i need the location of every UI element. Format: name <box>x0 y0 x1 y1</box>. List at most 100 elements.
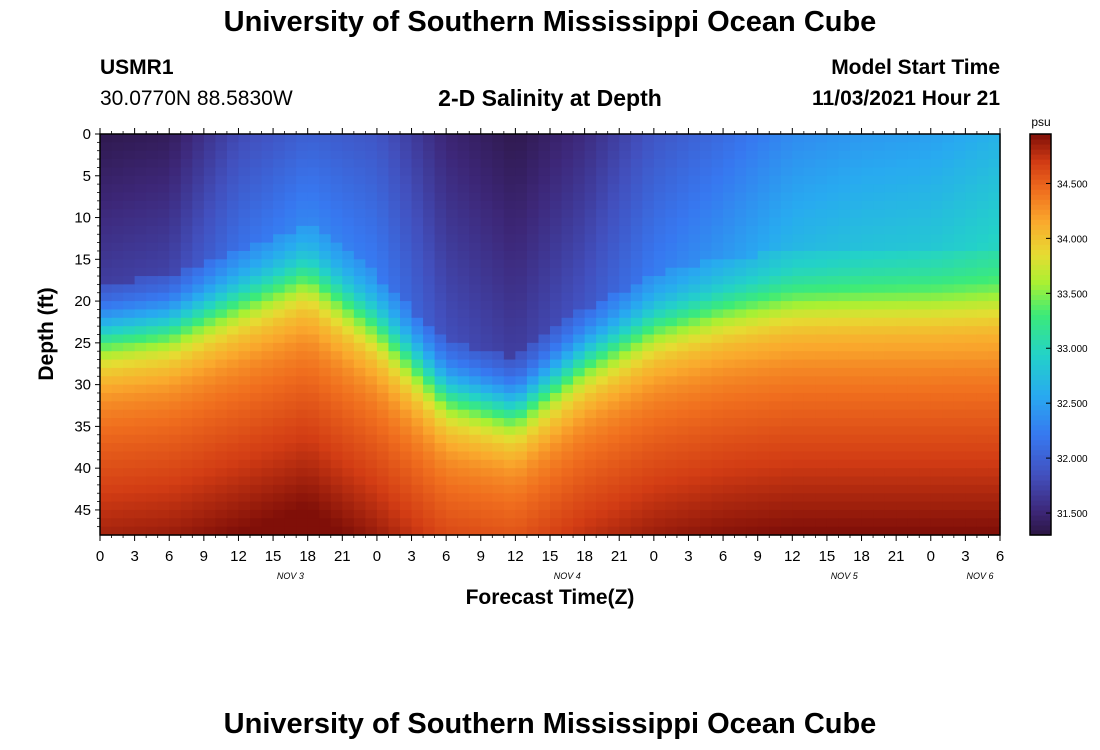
heat-cell <box>676 426 690 436</box>
heat-cell <box>561 501 574 511</box>
heat-cell <box>757 326 770 336</box>
heat-cell <box>157 451 170 461</box>
heat-cell <box>700 392 713 402</box>
heat-cell <box>169 134 182 143</box>
heat-cell <box>423 501 436 511</box>
heat-cell <box>850 309 863 319</box>
heat-cell <box>503 134 516 143</box>
heat-cell <box>665 167 678 177</box>
heat-cell <box>250 367 263 377</box>
heat-cell <box>792 401 805 411</box>
heat-cell <box>953 342 966 352</box>
heat-cell <box>965 509 978 519</box>
x-tick-label: 18 <box>576 548 593 565</box>
heat-cell <box>746 284 759 294</box>
heat-cell <box>434 292 447 302</box>
heat-cell <box>700 217 713 227</box>
heat-cell <box>861 250 874 260</box>
heat-cell <box>376 501 390 511</box>
heat-cell <box>492 159 505 169</box>
heat-cell <box>400 217 413 227</box>
heat-cell <box>653 451 666 461</box>
heat-cell <box>780 459 793 469</box>
heat-cell <box>111 334 124 344</box>
heat-cell <box>353 493 366 503</box>
heat-cell <box>503 234 516 244</box>
heat-cell <box>988 476 1001 486</box>
heat-cell <box>446 175 459 185</box>
heat-cell <box>700 234 713 244</box>
heat-cell <box>965 451 978 461</box>
heat-cell <box>388 451 401 461</box>
heat-cell <box>192 501 205 511</box>
heat-cell <box>111 167 124 177</box>
heat-cell <box>930 142 943 152</box>
heat-cell <box>769 242 782 252</box>
heat-cell <box>919 225 932 235</box>
heat-cell <box>365 476 378 486</box>
heat-cell <box>803 292 816 302</box>
heat-cell <box>261 309 274 319</box>
heat-cell <box>942 526 955 536</box>
heat-cell <box>930 392 943 402</box>
heat-cell <box>492 242 505 252</box>
heat-cell <box>492 493 505 503</box>
heat-cell <box>746 476 759 486</box>
heat-cell <box>803 351 816 361</box>
heat-cell <box>411 317 424 327</box>
heat-cell <box>919 134 932 143</box>
heat-cell <box>676 317 690 327</box>
heat-cell <box>976 434 990 444</box>
heat-cell <box>261 267 274 277</box>
heat-cell <box>850 409 863 419</box>
heat-cell <box>930 359 943 369</box>
heat-cell <box>561 259 574 269</box>
heat-cell <box>757 451 770 461</box>
heat-cell <box>803 484 816 494</box>
heat-cell <box>942 468 955 478</box>
heat-cell <box>942 184 955 194</box>
heat-cell <box>284 376 297 386</box>
heat-cell <box>169 292 182 302</box>
heat-cell <box>850 225 863 235</box>
heat-cell <box>861 209 874 219</box>
heat-cell <box>411 392 424 402</box>
heat-cell <box>157 150 170 160</box>
heat-cell <box>284 351 297 361</box>
heat-cell <box>826 250 840 260</box>
heat-cell <box>376 509 390 519</box>
heat-cell <box>123 209 136 219</box>
heat-cell <box>746 326 759 336</box>
heat-cell <box>169 267 182 277</box>
heat-cell <box>850 351 863 361</box>
heat-cell <box>769 267 782 277</box>
heat-cell <box>630 159 643 169</box>
heat-cell <box>896 234 909 244</box>
heat-cell <box>896 276 909 285</box>
heat-cell <box>723 326 736 336</box>
heat-cell <box>342 134 355 143</box>
heat-cell <box>792 384 805 394</box>
heat-cell <box>423 409 436 419</box>
heat-cell <box>561 167 574 177</box>
heat-cell <box>215 351 228 361</box>
heat-cell <box>711 334 724 344</box>
heat-cell <box>757 225 770 235</box>
heat-cell <box>469 518 482 528</box>
heat-cell <box>457 242 470 252</box>
heat-cell <box>700 426 713 436</box>
heat-cell <box>988 184 1001 194</box>
heat-cell <box>550 342 563 352</box>
heat-cell <box>123 526 136 536</box>
heat-cell <box>561 334 574 344</box>
heat-cell <box>723 384 736 394</box>
heat-cell <box>723 401 736 411</box>
heat-cell <box>630 451 643 461</box>
heat-cell <box>630 209 643 219</box>
heat-cell <box>907 384 920 394</box>
heat-cell <box>607 459 620 469</box>
heat-cell <box>284 401 297 411</box>
heat-cell <box>584 334 597 344</box>
heat-cell <box>330 484 343 494</box>
heat-cell <box>469 150 482 160</box>
